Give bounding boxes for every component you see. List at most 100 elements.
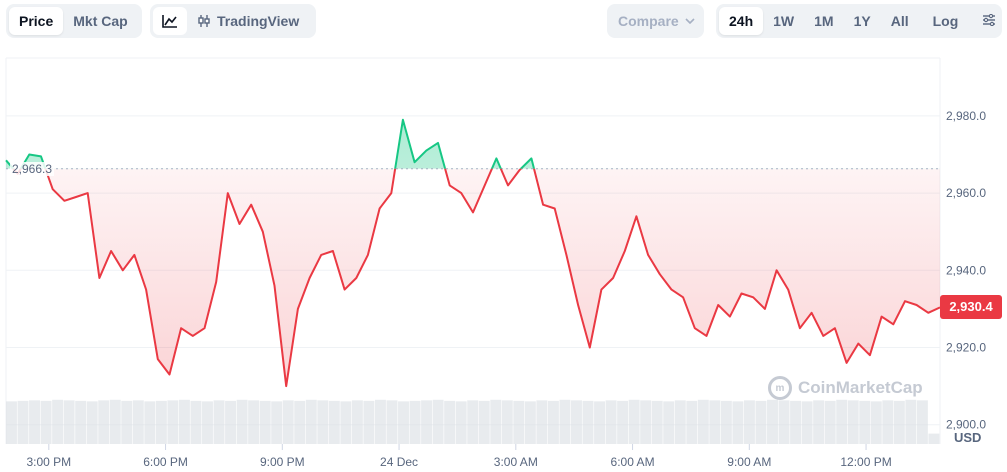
volume-bar <box>259 400 271 444</box>
price-line <box>5 118 940 388</box>
range-24h[interactable]: 24h <box>719 7 764 35</box>
volume-bar <box>75 400 87 444</box>
range-1w[interactable]: 1W <box>773 13 795 29</box>
volume-bar <box>386 400 398 444</box>
x-tick-label: 6:00 PM <box>143 455 188 469</box>
volume-bars <box>6 399 940 444</box>
volume-bar <box>271 401 283 444</box>
y-tick-label: 2,940.0 <box>946 263 986 277</box>
y-axis: 2,980.0 2,960.0 2,940.0 2,920.0 2,900.0 <box>946 109 986 432</box>
volume-bar <box>121 400 133 444</box>
chart-style-switch: TradingView <box>150 4 316 38</box>
volume-bar <box>767 399 778 444</box>
volume-bar <box>202 401 213 444</box>
volume-bar <box>432 399 444 444</box>
compare-dropdown[interactable]: Compare <box>607 4 704 38</box>
volume-bar <box>144 401 156 444</box>
volume-bar <box>478 400 490 444</box>
area-above-reference <box>6 119 535 169</box>
x-tick-label: 9:00 AM <box>727 455 771 469</box>
volume-bar <box>582 400 594 444</box>
range-1m[interactable]: 1M <box>814 13 834 29</box>
volume-bar <box>547 400 559 444</box>
volume-bar <box>490 399 502 444</box>
volume-bar <box>709 400 721 444</box>
volume-bar <box>663 401 675 444</box>
volume-bar <box>559 399 571 444</box>
price-line-down <box>12 168 940 388</box>
volume-bar <box>824 400 836 444</box>
volume-bar <box>836 399 848 444</box>
volume-bar <box>225 400 237 444</box>
volume-bar <box>732 401 744 444</box>
volume-bar <box>132 400 144 444</box>
volume-bar <box>905 399 917 444</box>
volume-bar <box>743 400 755 444</box>
volume-bar <box>305 399 317 444</box>
volume-bar <box>317 400 329 444</box>
range-all[interactable]: All <box>890 13 909 29</box>
volume-bar <box>524 401 536 444</box>
volume-bar <box>167 400 179 444</box>
volume-bar <box>467 400 479 444</box>
chart-type-switch: Price Mkt Cap <box>6 4 142 38</box>
volume-bar <box>594 401 606 444</box>
volume-bar <box>409 400 421 444</box>
tradingview-label: TradingView <box>217 13 300 29</box>
volume-bar <box>63 400 75 444</box>
price-area <box>6 119 940 387</box>
volume-bar <box>605 400 617 444</box>
volume-bar <box>29 400 40 444</box>
tradingview-button[interactable]: TradingView <box>187 13 309 29</box>
volume-bar <box>501 400 513 444</box>
reference-price-label: 2,966.3 <box>10 161 55 176</box>
volume-bar <box>109 399 121 444</box>
volume-bar <box>444 400 456 444</box>
volume-bar <box>294 400 306 444</box>
x-tick-label: 24 Dec <box>380 455 418 469</box>
sliders-icon[interactable] <box>972 7 1006 35</box>
volume-bar <box>213 400 225 444</box>
line-chart-icon[interactable] <box>153 7 187 35</box>
volume-bar <box>6 401 17 444</box>
volume-bar <box>790 400 802 444</box>
watermark: m CoinMarketCap <box>768 376 923 400</box>
x-tick-label: 12:00 PM <box>840 455 891 469</box>
volume-bar <box>351 400 363 444</box>
volume-bar <box>882 400 894 444</box>
volume-bar <box>755 400 767 444</box>
volume-bar <box>398 401 409 444</box>
volume-bar <box>651 400 663 444</box>
volume-bar <box>455 401 467 444</box>
coinmarketcap-logo-icon: m <box>768 376 792 400</box>
volume-bar <box>52 399 64 444</box>
volume-bar <box>98 400 110 444</box>
tab-mkt-cap[interactable]: Mkt Cap <box>73 13 128 29</box>
y-tick-label: 2,960.0 <box>946 186 986 200</box>
y-tick-label: 2,980.0 <box>946 109 986 123</box>
volume-bar <box>155 400 167 444</box>
volume-bar <box>674 400 686 444</box>
volume-bar <box>282 400 294 444</box>
price-chart[interactable]: 2,980.0 2,960.0 2,940.0 2,920.0 2,900.0 3:00… <box>0 44 1007 472</box>
volume-bar <box>801 401 813 444</box>
volume-bar <box>421 400 433 444</box>
candlestick-icon <box>198 15 210 27</box>
volume-bar <box>178 399 190 444</box>
volume-bar <box>374 399 386 444</box>
current-price-badge: 2,930.4 <box>940 295 1002 320</box>
range-1y[interactable]: 1Y <box>853 13 871 29</box>
volume-bar <box>928 433 940 444</box>
x-axis: 3:00 PM 6:00 PM 9:00 PM 24 Dec 3:00 AM 6:00 A… <box>26 444 892 469</box>
chevron-down-icon <box>685 18 695 24</box>
volume-bar <box>40 400 52 444</box>
y-tick-label: 2,920.0 <box>946 341 986 355</box>
compare-label: Compare <box>618 13 679 29</box>
area-below-reference <box>6 168 940 387</box>
volume-bar <box>340 401 352 444</box>
volume-bar <box>686 400 698 444</box>
tab-price[interactable]: Price <box>9 7 64 35</box>
volume-bar <box>778 400 790 444</box>
log-scale-toggle[interactable]: Log <box>932 13 959 29</box>
y-tick-label: 2,900.0 <box>946 418 986 432</box>
